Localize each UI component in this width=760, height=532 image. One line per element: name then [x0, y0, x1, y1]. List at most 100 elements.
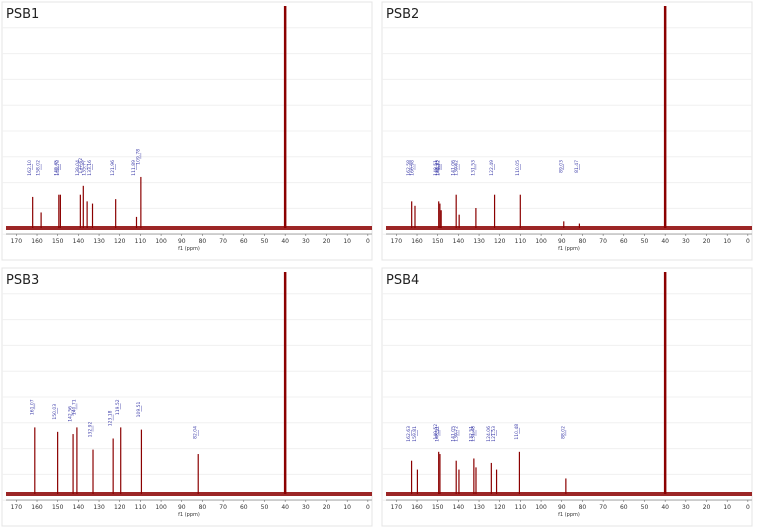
- x-tick-label: 0: [366, 504, 370, 511]
- x-tick-label: 130: [473, 504, 485, 511]
- x-tick-label: 10: [723, 504, 731, 511]
- peak-label: 148.91: [434, 426, 440, 442]
- peak-label: 109.51: [136, 401, 142, 417]
- x-tick-label: 80: [579, 504, 587, 511]
- peak-label: 159.81: [412, 426, 418, 442]
- x-tick-label: 50: [641, 238, 649, 245]
- x-tick-label: 60: [240, 238, 248, 245]
- x-tick-label: 140: [73, 504, 85, 511]
- x-tick-label: 140: [453, 238, 465, 245]
- x-tick-label: 130: [473, 238, 485, 245]
- x-axis-label: f1 (ppm): [558, 246, 580, 252]
- x-tick-label: 50: [261, 238, 269, 245]
- x-tick-label: 150: [432, 504, 444, 511]
- x-tick-label: 30: [302, 504, 310, 511]
- peak-label: 132.92: [88, 421, 94, 437]
- peak-label: 162.58: [406, 160, 412, 176]
- peak-label: 137.62: [78, 158, 84, 174]
- peak-label: 119.52: [115, 399, 121, 415]
- x-tick-label: 60: [620, 238, 628, 245]
- peak-label: 131.53: [470, 160, 476, 176]
- peak-label: 162.63: [406, 426, 412, 442]
- x-tick-label: 160: [31, 504, 43, 511]
- x-tick-label: 130: [93, 504, 105, 511]
- peak-label: 148.93: [434, 160, 440, 176]
- peak-label: 141.05: [451, 426, 457, 442]
- baseline-noise: [6, 492, 372, 496]
- peak-label: 149.51: [433, 160, 439, 176]
- x-tick-label: 70: [219, 504, 227, 511]
- x-tick-label: 70: [219, 238, 227, 245]
- x-tick-label: 50: [261, 504, 269, 511]
- peak-label: 140.71: [71, 399, 77, 415]
- x-tick-label: 140: [453, 504, 465, 511]
- peak-label: 121.96: [110, 160, 116, 176]
- peak-label: 133.16: [87, 160, 93, 176]
- peak-label: 148.32: [436, 160, 442, 176]
- x-tick-label: 100: [155, 504, 167, 511]
- x-tick-label: 170: [391, 504, 403, 511]
- x-tick-label: 20: [703, 238, 711, 245]
- peak-label: 110.48: [514, 424, 520, 440]
- baseline-noise: [386, 492, 752, 496]
- x-tick-label: 160: [31, 238, 43, 245]
- peak-label: 89.03: [558, 160, 564, 173]
- panel-title: PSB1: [6, 7, 39, 22]
- x-tick-label: 10: [343, 238, 351, 245]
- peak-label: 142.56: [68, 406, 74, 422]
- x-tick-label: 150: [52, 238, 64, 245]
- x-tick-label: 90: [178, 238, 186, 245]
- peak-label: 132.51: [468, 426, 474, 442]
- x-tick-label: 60: [620, 504, 628, 511]
- peak-label: 158.02: [36, 160, 42, 176]
- x-tick-label: 110: [515, 504, 527, 511]
- peak-label: 81.47: [574, 160, 580, 173]
- x-tick-label: 20: [703, 504, 711, 511]
- x-tick-label: 130: [93, 238, 105, 245]
- x-tick-label: 170: [391, 238, 403, 245]
- peak-label: 148.70: [55, 160, 61, 176]
- x-tick-label: 10: [343, 504, 351, 511]
- x-tick-label: 40: [661, 504, 669, 511]
- baseline-noise: [6, 226, 372, 230]
- x-tick-label: 100: [155, 238, 167, 245]
- peak-label: 121.53: [491, 426, 497, 442]
- x-tick-label: 170: [11, 238, 23, 245]
- peak-label: 88.02: [560, 426, 566, 439]
- x-tick-label: 150: [432, 238, 444, 245]
- peak-label: 141.06: [451, 160, 457, 176]
- peak-label: 109.78: [135, 149, 141, 165]
- peak-label: 139.72: [453, 426, 459, 442]
- x-tick-label: 70: [599, 504, 607, 511]
- x-tick-label: 90: [558, 238, 566, 245]
- x-tick-label: 20: [323, 504, 331, 511]
- x-tick-label: 110: [135, 238, 147, 245]
- x-tick-label: 30: [682, 238, 690, 245]
- x-tick-label: 10: [723, 238, 731, 245]
- x-tick-label: 120: [114, 504, 126, 511]
- x-axis-label: f1 (ppm): [178, 512, 200, 518]
- panel-title: PSB4: [386, 273, 419, 288]
- x-tick-label: 100: [535, 504, 547, 511]
- x-tick-label: 0: [746, 504, 750, 511]
- x-axis-label: f1 (ppm): [558, 512, 580, 518]
- peak-label: 82.04: [193, 426, 199, 439]
- peak-label: 135.77: [82, 160, 88, 176]
- x-tick-label: 0: [366, 238, 370, 245]
- x-tick-label: 30: [302, 238, 310, 245]
- peak-label: 110.05: [515, 160, 521, 176]
- x-tick-label: 160: [411, 504, 423, 511]
- panel-title: PSB3: [6, 273, 39, 288]
- x-tick-label: 150: [52, 504, 64, 511]
- baseline-noise: [386, 226, 752, 230]
- x-tick-label: 80: [579, 238, 587, 245]
- x-tick-label: 120: [114, 238, 126, 245]
- panel-title: PSB2: [386, 7, 419, 22]
- x-tick-label: 40: [661, 238, 669, 245]
- peak-label: 160.98: [409, 160, 415, 176]
- x-tick-label: 80: [199, 504, 207, 511]
